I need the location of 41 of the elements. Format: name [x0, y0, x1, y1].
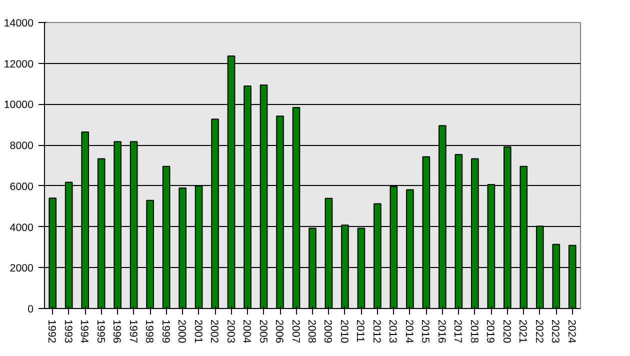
x-tick-label: 2022: [532, 320, 545, 344]
x-tick-label: 2010: [338, 320, 350, 344]
x-tick-label: 2021: [516, 320, 529, 344]
x-tick-label: 2020: [500, 320, 512, 344]
x-tick-label: 2005: [256, 320, 269, 344]
x-tick-label: 1999: [159, 320, 172, 344]
x-tick-label: 1994: [78, 320, 90, 344]
x-tick-label: 1998: [143, 320, 156, 344]
x-tick-label: 2006: [273, 320, 286, 344]
y-tick-label: 14000: [4, 18, 34, 30]
x-tick-label: 2009: [322, 320, 334, 344]
y-tick-label: 4000: [10, 222, 34, 234]
y-tick-label: 8000: [10, 140, 34, 152]
x-tick-label: 2023: [549, 320, 562, 344]
x-tick-label: 2008: [306, 320, 318, 344]
x-tick-label: 2000: [176, 320, 188, 344]
y-tick-label: 0: [28, 304, 34, 316]
y-tick-label: 2000: [10, 262, 34, 275]
y-tick-label: 6000: [10, 180, 34, 193]
x-tick-label: 1995: [94, 320, 106, 344]
x-tick-label: 2003: [224, 320, 236, 344]
x-tick-label: 2019: [484, 320, 496, 344]
x-tick-label: 2024: [565, 320, 578, 344]
x-tick-label: 2013: [386, 320, 399, 344]
x-tick-label: 2015: [419, 320, 432, 344]
y-tick-label: 12000: [4, 58, 34, 70]
x-tick-label: 2014: [402, 320, 415, 344]
x-tick-label: 2016: [435, 320, 448, 344]
x-tick-label: 1993: [62, 320, 74, 344]
y-tick-label: 10000: [4, 99, 34, 112]
x-tick-label: 2012: [370, 320, 382, 344]
x-tick-label: 1996: [110, 320, 123, 344]
x-tick-label: 2004: [240, 320, 253, 344]
x-tick-label: 1992: [46, 320, 58, 344]
x-tick-label: 2007: [289, 320, 302, 344]
x-tick-label: 1997: [126, 320, 139, 344]
x-tick-label: 2017: [452, 320, 464, 344]
x-tick-label: 2001: [192, 320, 204, 344]
x-tick-label: 2018: [468, 320, 480, 344]
x-tick-label: 2011: [354, 320, 366, 342]
x-tick-label: 2002: [208, 320, 220, 344]
